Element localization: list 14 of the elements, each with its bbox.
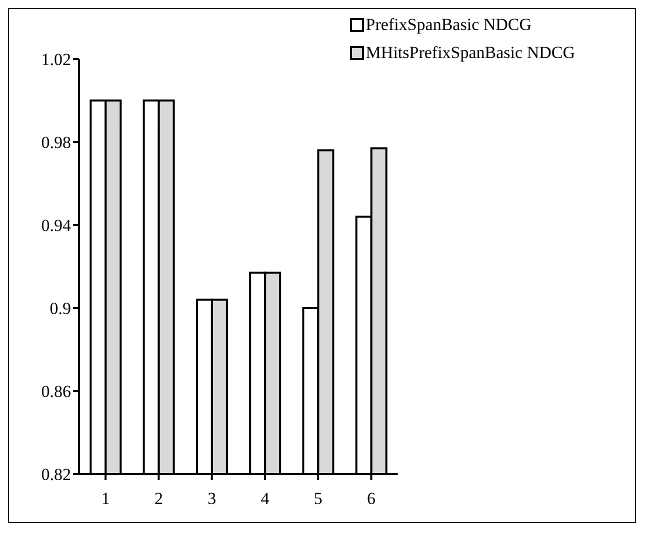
x-tick-label: 1 — [101, 489, 110, 508]
x-tick-label: 3 — [208, 489, 216, 508]
legend-label: MHitsPrefixSpanBasic NDCG — [366, 42, 575, 64]
x-tick-label: 4 — [260, 489, 270, 508]
x-tick-label: 6 — [366, 489, 376, 508]
y-tick-label: 0.82 — [41, 465, 71, 484]
y-tick-label: 0.98 — [41, 133, 71, 152]
x-tick-label: 5 — [314, 489, 322, 508]
y-tick-label: 0.94 — [41, 216, 72, 236]
y-tick-label: 0.9 — [50, 299, 71, 318]
y-tick-label: 1.02 — [41, 50, 71, 70]
legend-label: PrefixSpanBasic NDCG — [366, 14, 532, 36]
x-tick-label: 2 — [154, 489, 163, 508]
y-tick-label: 0.86 — [41, 382, 71, 402]
